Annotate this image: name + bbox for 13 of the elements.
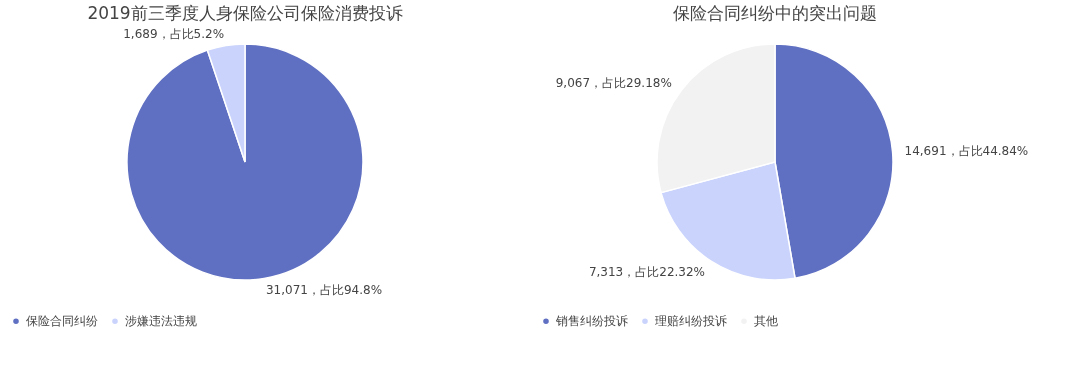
pie-slice	[126, 43, 364, 281]
data-label: 7,313，占比22.32%	[588, 264, 705, 279]
legend-label: 理赔纠纷投诉	[655, 314, 727, 329]
legend-label: 涉嫌违法违规	[125, 314, 197, 329]
data-label: 14,691，占比44.84%	[904, 143, 1029, 158]
data-label: 9,067，占比29.18%	[555, 75, 672, 90]
data-label: 1,689，占比5.2%	[123, 26, 225, 41]
chart-title: 保险合同纠纷中的突出问题	[673, 3, 877, 23]
legend-label: 保险合同纠纷	[26, 314, 98, 329]
legend-label: 其他	[754, 314, 778, 329]
legend-label: 销售纠纷投诉	[555, 314, 628, 329]
chart-title: 2019前三季度人身保险公司保险消费投诉	[87, 3, 403, 23]
data-label: 31,071，占比94.8%	[265, 283, 383, 298]
